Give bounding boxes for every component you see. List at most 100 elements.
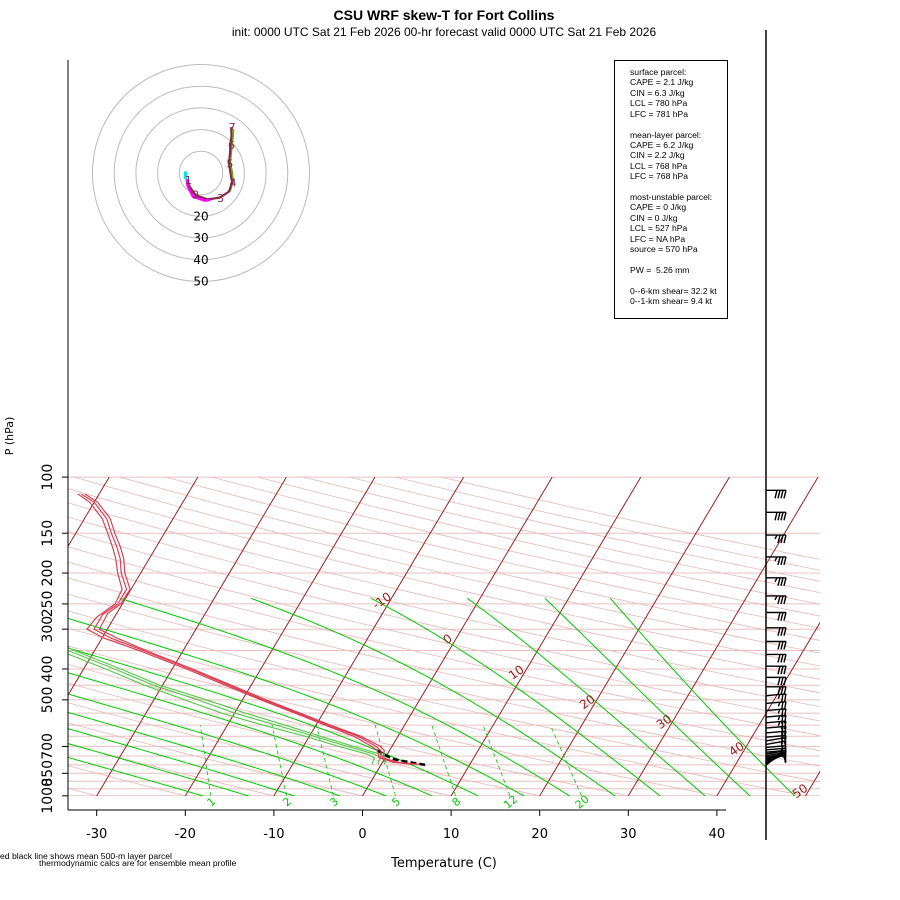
dry-adiabat: [165, 476, 820, 629]
wind-barb: [766, 511, 787, 521]
barb-flag: [780, 731, 784, 740]
barb-flag: [777, 612, 781, 621]
wind-barb: [766, 577, 787, 586]
dry-adiabat: [303, 476, 820, 594]
dewpoint-trace: [68, 653, 376, 765]
wind-barb: [766, 627, 787, 636]
dry-adiabat: [68, 546, 820, 722]
isotherm-line: [273, 476, 465, 796]
barb-flag: [774, 512, 778, 521]
moist-adiabat: [544, 597, 751, 796]
barb-flag: [774, 534, 778, 540]
hodograph-trace: [185, 179, 211, 202]
isotherm-line: [68, 476, 199, 697]
barb-flag: [780, 715, 784, 724]
barb-flag: [783, 577, 787, 586]
hodograph-height-label: 2: [192, 189, 199, 202]
barb-flag: [783, 720, 787, 730]
stat-line: LCL = 768 hPa: [630, 160, 688, 171]
barb-flag: [783, 677, 787, 686]
barb-flag: [780, 694, 784, 703]
barb-flag: [777, 666, 781, 675]
isotherm-label: 50: [790, 781, 811, 801]
barb-flag: [777, 556, 781, 566]
barb-flag: [783, 612, 787, 621]
moist-adiabat: [68, 756, 206, 796]
moist-adiabat: [68, 743, 251, 796]
stat-line: LCL = 780 hPa: [630, 98, 688, 109]
moist-adiabat: [250, 597, 616, 796]
barb-flag: [777, 709, 781, 714]
barb-flag: [783, 595, 787, 605]
mixing-ratio-label: 2: [280, 795, 294, 809]
wind-barb: [765, 708, 787, 718]
dry-adiabat: [211, 476, 820, 617]
mixing-ratio-line: [431, 724, 456, 796]
barb-flag: [777, 701, 781, 707]
barb-flag: [777, 577, 781, 586]
hodograph-ring-label: 40: [193, 253, 208, 267]
barb-flag: [780, 721, 784, 730]
dry-adiabat: [68, 488, 820, 667]
moist-adiabat: [609, 597, 796, 796]
mixing-ratio-line: [271, 725, 287, 796]
dry-adiabat: [68, 663, 632, 796]
x-tick-label: 20: [531, 827, 548, 842]
hodograph-height-label: 4: [230, 176, 237, 189]
mixing-ratio-label: 8: [450, 795, 464, 809]
dry-adiabat: [68, 627, 809, 796]
chart-subtitle: init: 0000 UTC Sat 21 Feb 2026 00-hr for…: [231, 25, 657, 39]
hodograph-ring-label: 30: [193, 231, 208, 245]
stat-line: LFC = 768 hPa: [630, 171, 689, 182]
barb-flag: [783, 641, 787, 650]
moist-adiabat: [68, 617, 526, 796]
parcel-stats-box: surface parcel: CAPE = 2.1 J/kg CIN = 6.…: [614, 60, 728, 319]
barb-flag: [780, 708, 784, 718]
barb-flag: [780, 748, 784, 753]
isotherm-line: [0, 477, 21, 802]
stat-line: CIN = 2.2 J/kg: [630, 150, 685, 161]
barb-flag: [780, 627, 784, 636]
x-axis-label: Temperature (C): [390, 856, 497, 871]
barb-flag: [780, 641, 784, 650]
stat-line: LCL = 527 hPa: [630, 223, 688, 234]
isotherm-line: [184, 476, 376, 796]
dry-adiabat: [68, 577, 820, 752]
isotherm-label: 20: [577, 692, 598, 712]
barb-flag: [780, 726, 784, 735]
mixing-ratio-line: [549, 724, 582, 796]
barb-flag: [774, 577, 778, 583]
stat-line: 0--6-km shear= 32.2 kt: [630, 285, 717, 296]
wind-barb: [766, 676, 787, 686]
y-tick-label: 250: [40, 591, 56, 618]
footnote-calcs: thermodynamic calcs are for ensemble mea…: [39, 858, 237, 868]
stat-line: CIN = 0 J/kg: [630, 212, 678, 223]
stat-line: PW = 5.26 mm: [630, 265, 690, 275]
mixing-ratio-line: [199, 725, 212, 796]
barb-flag: [783, 686, 787, 695]
y-tick-label: 1000: [40, 778, 56, 814]
moist-adiabat: [467, 597, 706, 796]
x-tick-label: 30: [620, 827, 637, 842]
stat-line: CAPE = 6.2 J/kg: [630, 139, 694, 150]
isotherm-line: [68, 476, 110, 548]
stat-line: CAPE = 2.1 J/kg: [630, 77, 694, 88]
stat-line: 0--1-km shear= 9.4 kt: [630, 296, 712, 307]
moist-adiabat: [68, 647, 480, 796]
dry-adiabat: [395, 476, 820, 571]
barb-flag: [783, 556, 787, 566]
plot-area: [0, 476, 820, 802]
barb-flag: [777, 654, 781, 663]
barb-flag: [783, 627, 787, 636]
wind-barb: [766, 595, 787, 605]
isotherm-label: 10: [506, 662, 527, 682]
dry-adiabat: [68, 561, 820, 737]
moist-adiabat: [68, 693, 388, 796]
x-tick-label: -10: [263, 827, 284, 842]
barb-flag: [774, 490, 778, 499]
hodograph-height-label: 3: [217, 192, 224, 205]
dry-adiabat: [68, 610, 820, 783]
y-tick-label: 100: [40, 464, 56, 491]
barb-flag: [780, 654, 784, 663]
